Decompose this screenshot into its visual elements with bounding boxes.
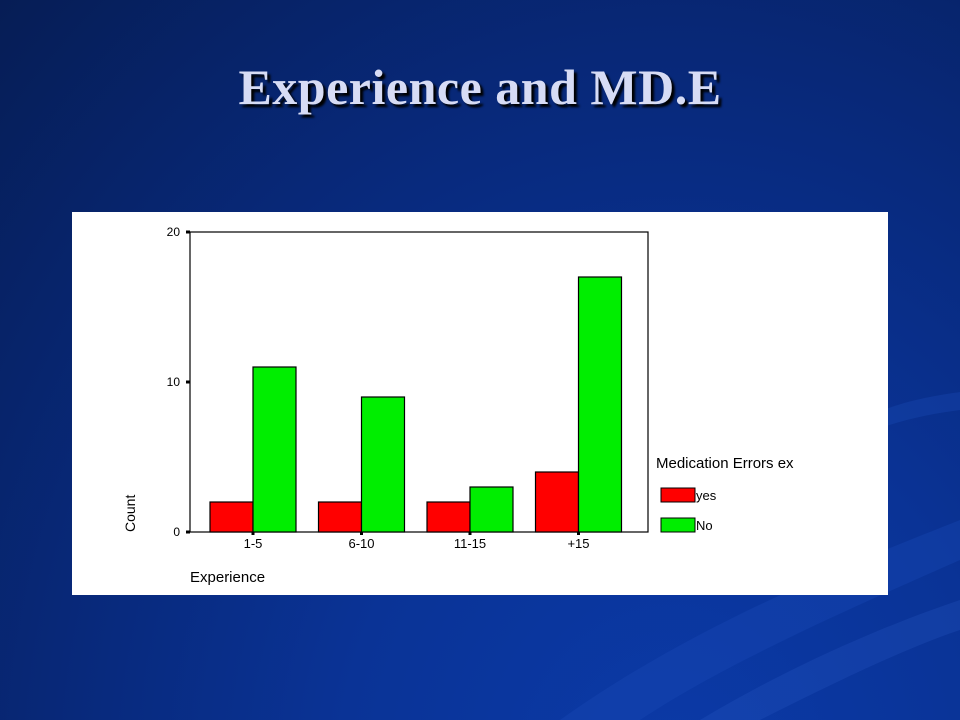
bar-yes-2 bbox=[426, 501, 471, 533]
x-tick-label: 11-15 bbox=[454, 536, 486, 551]
bar-no-2 bbox=[469, 486, 514, 533]
y-tick-label: 0 bbox=[173, 525, 180, 539]
bar-yes-0 bbox=[209, 501, 254, 533]
bar-chart: 1-5 6-10 11-15 +15 0 10 20 Experience Count Me… bbox=[122, 225, 794, 586]
bar-no-1 bbox=[360, 396, 406, 533]
y-axis-label: Count bbox=[122, 495, 138, 532]
x-tick-label: 1-5 bbox=[244, 536, 263, 551]
legend-swatch-no bbox=[660, 517, 696, 533]
y-tick-label: 20 bbox=[167, 225, 181, 239]
legend: yes No bbox=[660, 487, 717, 533]
bar-no-3 bbox=[577, 276, 623, 533]
legend-title: Medication Errors ex bbox=[656, 455, 794, 472]
bar-yes-1 bbox=[317, 501, 363, 533]
y-tick-label: 10 bbox=[167, 375, 181, 389]
x-tick-label: 6-10 bbox=[348, 536, 374, 551]
bar-no-0 bbox=[252, 366, 297, 533]
chart-panel: 1-5 6-10 11-15 +15 0 10 20 Experience Count Me… bbox=[72, 212, 888, 595]
x-tick-label: +15 bbox=[567, 536, 589, 551]
bars-layer bbox=[209, 276, 623, 533]
legend-swatch-yes bbox=[660, 487, 696, 503]
slide-title: Experience and MD.E bbox=[238, 59, 722, 115]
legend-label-no: No bbox=[696, 518, 713, 533]
x-axis-label: Experience bbox=[190, 569, 265, 586]
legend-label-yes: yes bbox=[696, 488, 717, 503]
bar-yes-3 bbox=[534, 471, 580, 533]
axis-layer: 1-5 6-10 11-15 +15 0 10 20 bbox=[167, 225, 590, 551]
